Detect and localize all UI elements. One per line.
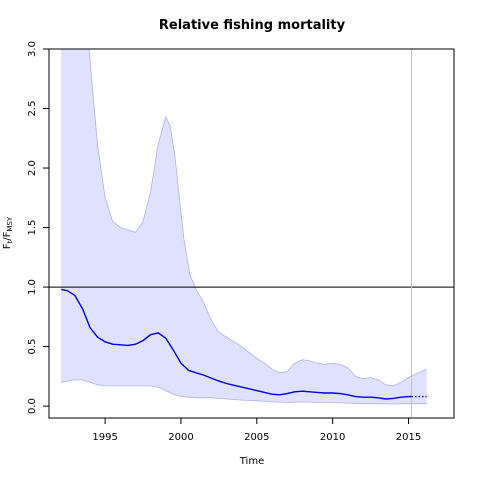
y-axis: 0.0 0.5 1.0 1.5 2.0 2.5 3.0 <box>27 41 49 414</box>
band-lower-edge <box>61 379 427 405</box>
plot-frame <box>48 48 455 419</box>
x-tick-label: 2010 <box>320 432 345 443</box>
y-axis-label-main: F <box>2 243 13 249</box>
y-axis-label-sub1: t <box>6 240 14 243</box>
y-tick-label: 0.5 <box>27 339 38 355</box>
confidence-band-layer <box>61 49 427 405</box>
y-tick-label: 2.0 <box>27 160 38 176</box>
x-tick-label: 2000 <box>168 432 193 443</box>
series-layer <box>60 288 427 400</box>
y-tick-label: 1.0 <box>27 279 38 295</box>
x-axis: 1995 2000 2005 2010 2015 <box>92 418 421 443</box>
band-upper-edge <box>88 49 427 387</box>
svg-text:Ft/FMSY: Ft/FMSY <box>2 216 14 249</box>
reference-layer <box>49 49 454 418</box>
y-tick-label: 2.5 <box>27 101 38 117</box>
confidence-band <box>61 49 427 404</box>
chart-title: Relative fishing mortality <box>159 18 346 33</box>
y-axis-label-sep: /F <box>2 231 13 240</box>
series-line-solid <box>60 288 412 400</box>
y-axis-label-sub2: MSY <box>6 216 14 231</box>
y-tick-label: 0.0 <box>27 398 38 414</box>
y-axis-label: Ft/FMSY <box>2 216 14 249</box>
x-tick-label: 2005 <box>244 432 269 443</box>
y-tick-label: 3.0 <box>27 41 38 57</box>
x-axis-label: Time <box>239 456 264 467</box>
x-tick-label: 1995 <box>92 432 117 443</box>
y-tick-label: 1.5 <box>27 220 38 236</box>
x-tick-label: 2015 <box>396 432 421 443</box>
